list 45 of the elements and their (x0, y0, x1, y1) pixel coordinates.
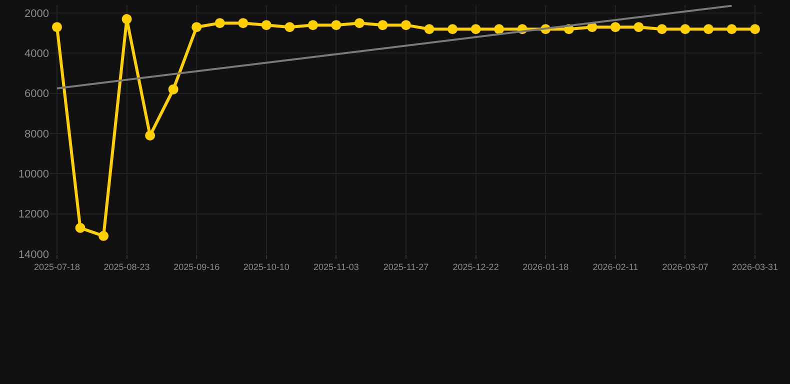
point (494, 24, 504, 34)
x-tick-label: 2025-07-18 (34, 262, 80, 272)
x-tick-label: 2025-11-03 (314, 262, 359, 272)
point (680, 24, 690, 34)
x-tick-label: 2026-02-11 (592, 262, 638, 272)
x-tick-label: 2026-01-18 (522, 262, 569, 272)
x-tick-label: 2025-09-16 (174, 262, 220, 272)
point (610, 22, 620, 32)
x-tick-label: 2026-03-07 (662, 262, 708, 272)
point (401, 20, 411, 30)
point (656, 24, 667, 34)
point (448, 24, 458, 34)
x-tick-label: 2025-12-22 (452, 262, 499, 272)
point (354, 18, 364, 28)
point (261, 20, 272, 30)
y-tick-label: 4000 (24, 48, 49, 60)
point (214, 18, 225, 28)
point (98, 230, 109, 241)
y-tick-label: 14000 (18, 248, 49, 261)
y-tick-label: 12000 (18, 208, 49, 221)
x-tick-label: 2026-03-31 (732, 262, 778, 272)
point (75, 222, 86, 233)
point (470, 24, 481, 34)
y-tick-label: 8000 (24, 128, 49, 140)
point (424, 24, 434, 34)
y-tick-label: 6000 (24, 88, 49, 100)
point (284, 22, 295, 32)
point (331, 20, 342, 30)
point (238, 18, 248, 28)
point (192, 22, 202, 32)
point (750, 24, 760, 34)
y-tick-label: 10000 (18, 168, 49, 181)
point (378, 20, 388, 30)
point (703, 24, 714, 34)
point (52, 22, 62, 32)
point (308, 20, 318, 30)
point (145, 130, 156, 141)
x-tick-label: 2025-10-10 (243, 262, 290, 272)
point (726, 24, 737, 34)
point (634, 22, 644, 32)
point (168, 84, 178, 94)
x-tick-label: 2025-11-27 (383, 262, 429, 272)
y-tick-label: 2000 (24, 8, 49, 20)
x-tick-label: 2025-08-23 (104, 262, 150, 272)
point (122, 14, 132, 24)
